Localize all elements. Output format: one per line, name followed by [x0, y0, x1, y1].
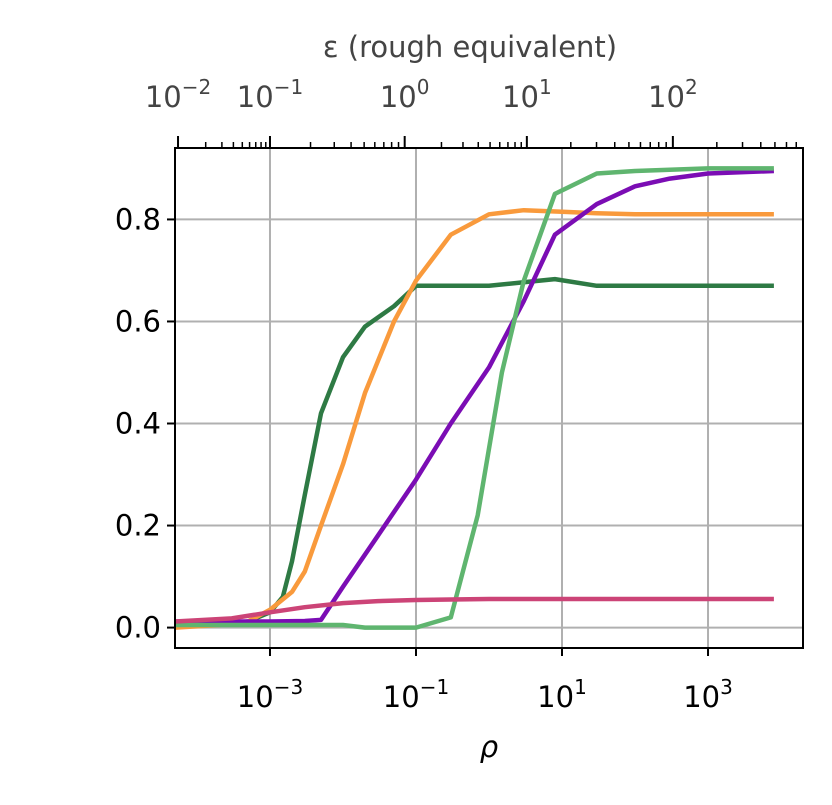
top-axis-label: ε (rough equivalent)	[323, 30, 617, 64]
top-tick-base: 10	[237, 80, 274, 114]
plot-background	[175, 148, 803, 648]
top-tick-exponent: −2	[182, 75, 211, 99]
top-tick-base: 10	[648, 80, 685, 114]
x-tick-label: 10−1	[383, 675, 449, 714]
top-tick-label: 10−2	[145, 75, 211, 114]
y-tick-label: 0.8	[115, 202, 161, 236]
top-tick-base: 10	[502, 80, 539, 114]
top-tick-exponent: 0	[417, 75, 430, 99]
y-tick-label: 0.4	[115, 407, 161, 441]
top-tick-label: 102	[648, 75, 698, 114]
top-tick-exponent: 1	[539, 75, 552, 99]
x-tick-exponent: 3	[720, 675, 733, 699]
x-tick-exponent: 1	[574, 675, 587, 699]
x-tick-exponent: −1	[420, 675, 449, 699]
x-tick-exponent: −3	[274, 675, 303, 699]
y-tick-label: 0.0	[115, 611, 161, 645]
y-tick-label: 0.6	[115, 304, 161, 338]
top-tick-exponent: −1	[274, 75, 303, 99]
top-tick-base: 10	[145, 80, 182, 114]
series-group	[174, 166, 774, 630]
plot-frame	[174, 147, 804, 649]
x-tick-base: 10	[383, 680, 420, 714]
x-tick-label: 10−3	[237, 675, 303, 714]
x-axis-label: ρ	[480, 730, 499, 764]
x-tick-base: 10	[237, 680, 274, 714]
series-line-4	[175, 166, 774, 630]
y-axis: 0.0 0.2 0.4 0.6 0.8	[115, 202, 175, 645]
x-axis: 10−3 10−1 101 103	[237, 648, 733, 714]
top-tick-label: 101	[502, 75, 552, 114]
x-tick-label: 103	[683, 675, 733, 714]
series-line-5	[174, 596, 774, 624]
top-tick-label: 100	[380, 75, 430, 114]
series-line-3	[175, 168, 774, 624]
y-tick-label: 0.2	[115, 509, 161, 543]
x-tick-base: 10	[537, 680, 574, 714]
top-axis: 10−2 10−1 100 101 102	[145, 75, 798, 148]
x-tick-base: 10	[683, 680, 720, 714]
top-tick-base: 10	[380, 80, 417, 114]
series-line-2	[174, 207, 774, 630]
top-tick-exponent: 2	[685, 75, 698, 99]
x-tick-label: 101	[537, 675, 587, 714]
top-tick-label: 10−1	[237, 75, 303, 114]
